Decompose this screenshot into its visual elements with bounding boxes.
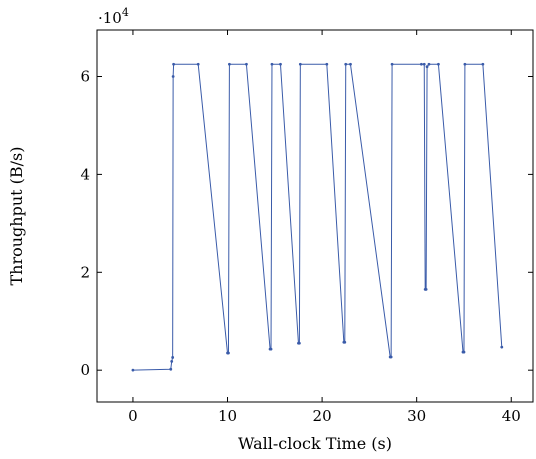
data-point xyxy=(344,62,348,66)
data-point xyxy=(343,340,347,344)
data-point xyxy=(500,345,504,349)
data-point xyxy=(171,356,175,359)
plot-frame xyxy=(96,29,534,403)
data-point xyxy=(297,341,301,345)
data-point xyxy=(463,62,467,66)
data-point xyxy=(424,288,428,291)
y-multiplier-label: ·104 xyxy=(98,6,129,27)
data-point xyxy=(437,62,440,66)
data-point xyxy=(425,65,429,69)
data-point xyxy=(325,62,329,66)
y-tick-label: 2 xyxy=(80,263,90,281)
data-point xyxy=(196,62,200,66)
data-point xyxy=(349,62,352,66)
data-point xyxy=(172,62,176,66)
axis-ticks xyxy=(97,30,533,402)
data-point xyxy=(389,355,393,359)
data-point xyxy=(270,62,274,66)
x-tick-label: 0 xyxy=(128,407,138,425)
y-multiplier-exponent: 4 xyxy=(122,6,129,19)
series-line xyxy=(132,63,503,371)
data-point xyxy=(228,62,231,66)
data-point xyxy=(481,62,485,66)
data-point xyxy=(227,351,230,355)
data-point xyxy=(269,347,273,351)
data-point xyxy=(422,62,426,66)
x-tick-label: 10 xyxy=(218,407,237,425)
x-tick-label: 40 xyxy=(502,407,521,425)
y-tick-label: 4 xyxy=(80,165,90,183)
data-point xyxy=(171,75,175,78)
data-point xyxy=(279,62,282,66)
data-point xyxy=(420,62,423,66)
x-tick-label: 30 xyxy=(407,407,426,425)
y-tick-label: 6 xyxy=(80,68,90,86)
y-axis-label: Throughput (B/s) xyxy=(7,146,26,285)
data-point xyxy=(169,367,173,371)
series-layer xyxy=(131,62,504,372)
data-point xyxy=(131,368,135,372)
axis-tick-labels: 0 10 20 30 40 0 2 4 6 xyxy=(80,68,520,426)
data-point xyxy=(170,359,174,363)
data-point xyxy=(245,62,248,66)
y-tick-label: 0 xyxy=(80,361,90,379)
data-point xyxy=(390,62,394,66)
data-point xyxy=(427,62,431,66)
x-tick-label: 20 xyxy=(313,407,332,425)
data-point xyxy=(298,62,302,66)
data-point xyxy=(462,350,466,354)
x-axis-label: Wall-clock Time (s) xyxy=(238,434,392,453)
